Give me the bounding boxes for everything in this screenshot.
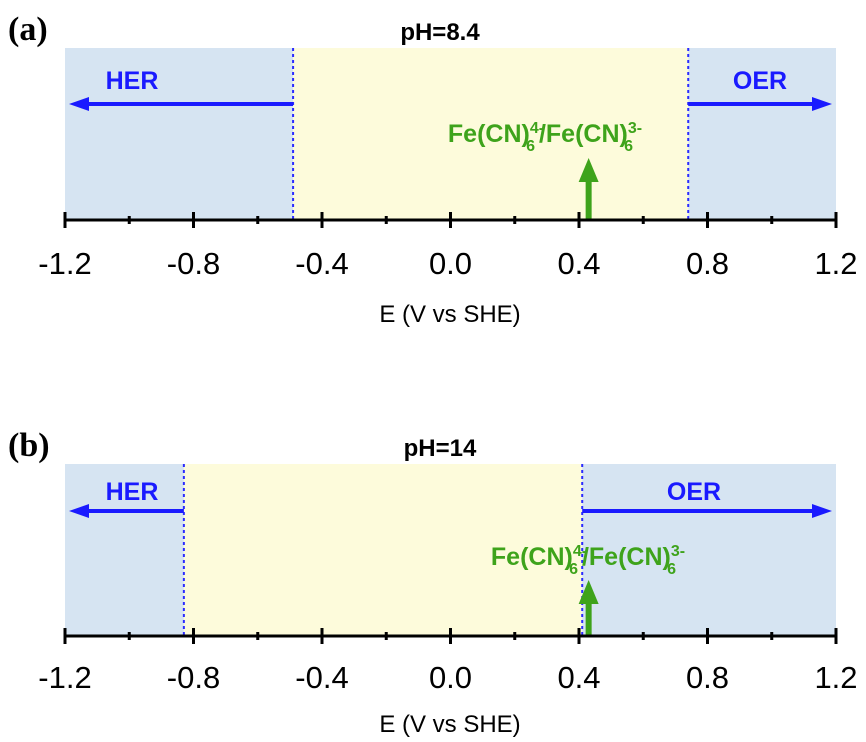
tick-label-b: 0.0 [429, 660, 472, 695]
oer-arrow-head-b [812, 504, 832, 518]
oer-label-b: OER [667, 478, 721, 506]
her-region-b [65, 464, 184, 636]
x-axis-a [63, 212, 838, 228]
chart-title-b: pH=14 [404, 435, 477, 462]
tick-label-a: 0.4 [557, 246, 600, 281]
her-label-a: HER [106, 67, 159, 95]
oer-region-b [582, 464, 836, 636]
x-axis-label-a: E (V vs SHE) [379, 301, 520, 328]
couple-arrow-head-b [578, 580, 599, 604]
couple-label-sub1: 6 [526, 138, 535, 155]
tick-labels-b: -1.2 -0.8 -0.4 0.0 0.4 0.8 1.2 [38, 660, 857, 695]
stable-window-b [183, 464, 583, 636]
tick-label-a: 0.8 [686, 246, 729, 281]
panel-a: (a) pH=8.4 HER OER Fe(CN)4-6/Fe(CN)3-6 -… [8, 11, 858, 328]
panel-b: (b) pH=14 HER OER Fe(CN)4-6/Fe(CN)3-6 -1… [8, 427, 858, 738]
couple-label-part1: Fe(CN) [491, 543, 573, 571]
oer-arrow-head-a [812, 97, 832, 111]
tick-labels-a: -1.2 -0.8 -0.4 0.0 0.4 0.8 1.2 [38, 246, 857, 281]
couple-label-sub2: 6 [667, 561, 676, 578]
her-arrow-head-b [69, 504, 89, 518]
chart-title-a: pH=8.4 [400, 19, 480, 46]
couple-label-sub1: 6 [569, 561, 578, 578]
oer-arrow-a [688, 97, 832, 111]
tick-label-b: -0.8 [167, 660, 220, 695]
her-label-b: HER [106, 478, 159, 506]
panel-label-b: (b) [8, 427, 50, 464]
her-arrow-head-a [69, 97, 89, 111]
couple-label-slash: /Fe(CN) [539, 120, 628, 148]
tick-label-a: -0.4 [295, 246, 348, 281]
tick-label-a: -0.8 [167, 246, 220, 281]
her-arrow-b [69, 504, 184, 518]
couple-arrow-b [578, 580, 599, 636]
couple-label-slash: /Fe(CN) [582, 543, 671, 571]
couple-arrow-a [578, 158, 599, 220]
couple-label-sub2: 6 [624, 138, 633, 155]
x-axis-label-b: E (V vs SHE) [379, 711, 520, 738]
x-axis-b [63, 628, 838, 644]
tick-label-b: 0.8 [686, 660, 729, 695]
couple-label-b: Fe(CN)4-6/Fe(CN)3-6 [491, 543, 685, 578]
her-arrow-a [69, 97, 294, 111]
couple-label-sup1: 4- [573, 543, 587, 560]
tick-label-a: 0.0 [429, 246, 472, 281]
couple-label-sup1: 4- [530, 120, 544, 137]
oer-region-a [688, 48, 836, 220]
oer-arrow-b [582, 504, 832, 518]
couple-arrow-head-a [578, 158, 599, 182]
couple-label-sup2: 3- [671, 543, 685, 560]
couple-label-part1: Fe(CN) [448, 120, 530, 148]
panel-label-a: (a) [8, 11, 48, 48]
stable-window-a [293, 48, 689, 220]
couple-label-sup2: 3- [628, 120, 642, 137]
tick-label-b: 0.4 [557, 660, 600, 695]
tick-label-b: -0.4 [295, 660, 348, 695]
couple-label-a: Fe(CN)4-6/Fe(CN)3-6 [448, 120, 642, 155]
tick-label-b: 1.2 [814, 660, 857, 695]
oer-label-a: OER [733, 67, 787, 95]
her-region-a [65, 48, 294, 220]
tick-label-b: -1.2 [38, 660, 91, 695]
tick-label-a: -1.2 [38, 246, 91, 281]
tick-label-a: 1.2 [814, 246, 857, 281]
